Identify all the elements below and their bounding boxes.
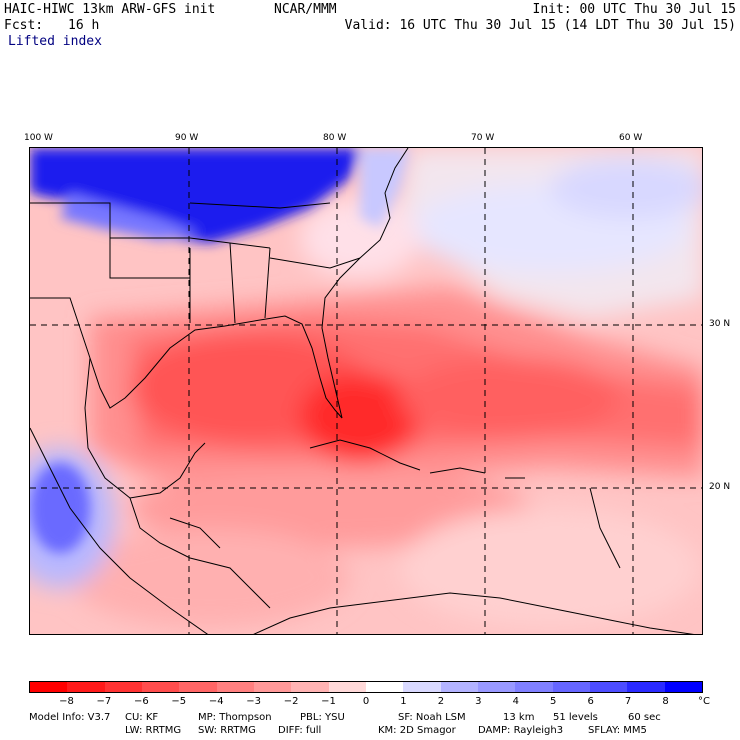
lifted-index-map [29, 147, 703, 635]
footer-item: 60 sec [628, 712, 661, 723]
footer-item: SW: RRTMG [198, 725, 256, 736]
colorbar-tick-label: −1 [321, 696, 336, 707]
forecast-label: Fcst: [4, 18, 44, 33]
colorbar-cell [515, 682, 553, 692]
field-name: Lifted index [8, 34, 102, 49]
init-time: Init: 00 UTC Thu 30 Jul 15 [532, 2, 737, 17]
colorbar-cell [440, 682, 478, 692]
lon-label-60w: 60 W [619, 133, 643, 143]
footer-item: DIFF: full [278, 725, 322, 736]
lon-label-90w: 90 W [175, 133, 199, 143]
colorbar-cell [477, 682, 516, 692]
colorbar-tick-label: 7 [624, 696, 632, 707]
colorbar-tick-label: 1 [400, 696, 407, 707]
forecast-value: 16 h [68, 18, 100, 33]
colorbar-tick-label: −4 [208, 696, 224, 707]
valid-time: Valid: 16 UTC Thu 30 Jul 15 (14 LDT Thu … [344, 18, 736, 33]
org-label: NCAR/MMM [274, 2, 337, 17]
colorbar-cell [253, 682, 292, 692]
colorbar-cell [627, 682, 665, 692]
graticule [30, 148, 702, 634]
colorbar-tick-label: −8 [59, 696, 74, 707]
colorbar-cell [365, 682, 404, 692]
colorbar-cell [67, 682, 105, 692]
colorbar-tick-label: −7 [96, 696, 112, 707]
colorbar-cell [664, 682, 702, 692]
colorbar-tick-label: −6 [133, 696, 149, 707]
colorbar-unit: °C [698, 696, 710, 707]
footer-item: CU: KF [125, 712, 159, 723]
footer-item: Model Info: V3.7 [29, 712, 111, 723]
colorbar [29, 681, 703, 693]
colorbar-tick-label: 0 [362, 696, 370, 707]
model-title: HAIC-HIWC 13km ARW-GFS init [4, 2, 216, 17]
footer-item: 13 km [503, 712, 535, 723]
colorbar-cell [216, 682, 254, 692]
coastlines [30, 148, 694, 634]
footer-item: 51 levels [553, 712, 598, 723]
lon-label-80w: 80 W [323, 133, 347, 143]
colorbar-tick-label: −5 [171, 696, 187, 707]
colorbar-cell [291, 682, 329, 692]
lat-label-20n: 20 N [709, 482, 731, 492]
lat-label-30n: 30 N [709, 319, 731, 329]
footer-item: SFLAY: MM5 [588, 725, 647, 736]
footer-item: SF: Noah LSM [398, 712, 466, 723]
colorbar-cell [552, 682, 590, 692]
footer-item: MP: Thompson [198, 712, 272, 723]
colorbar-cell [141, 682, 180, 692]
colorbar-tick-label: 2 [437, 696, 445, 707]
colorbar-tick-label: 5 [550, 696, 557, 707]
colorbar-tick-label: 3 [475, 696, 482, 707]
lon-label-100w: 100 W [24, 133, 53, 143]
colorbar-cell [30, 682, 68, 692]
colorbar-cell [104, 682, 142, 692]
footer-item: PBL: YSU [300, 712, 345, 723]
colorbar-tick-label: 4 [512, 696, 519, 707]
colorbar-cell [403, 682, 441, 692]
colorbar-cell [328, 682, 366, 692]
footer-item: KM: 2D Smagor [378, 725, 456, 736]
stable-region [30, 148, 410, 553]
colorbar-tick-label: 6 [587, 696, 594, 707]
colorbar-tick-label: −3 [246, 696, 262, 707]
footer-item: DAMP: Rayleigh3 [478, 725, 564, 736]
map-canvas [30, 148, 702, 634]
lon-label-70w: 70 W [471, 133, 495, 143]
colorbar-cell [589, 682, 628, 692]
colorbar-tick-label: −2 [283, 696, 299, 707]
colorbar-tick-label: 8 [662, 696, 669, 707]
colorbar-cell [179, 682, 217, 692]
footer-item: LW: RRTMG [125, 725, 182, 736]
